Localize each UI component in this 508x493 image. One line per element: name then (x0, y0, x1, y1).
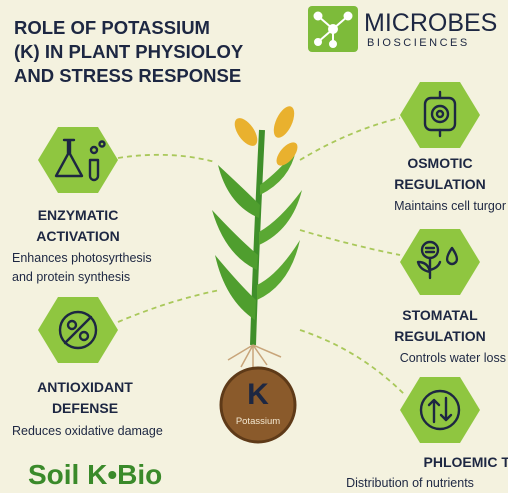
node-description: Controls water loss (400, 351, 506, 365)
node-description: and protein synthesis (12, 270, 130, 284)
connector (300, 230, 400, 255)
node-label: DEFENSE (52, 400, 118, 416)
logo-icon (308, 6, 358, 52)
node-label: REGULATION (394, 176, 486, 192)
connector (118, 155, 215, 162)
logo-subtitle: BIOSCIENCES (367, 37, 470, 49)
connector (300, 330, 405, 395)
title-line: (K) IN PLANT PHYSIOLOY (14, 41, 244, 62)
node-label: PHLOEMIC TRANSPORT (424, 454, 508, 470)
node-label: ENZYMATIC (38, 207, 119, 223)
center-symbol: K (247, 378, 269, 411)
connector (300, 118, 400, 160)
node-label: OSMOTIC (407, 155, 472, 171)
hexagon-phloemic (400, 377, 480, 443)
hexagon-stomatal (400, 229, 480, 295)
node-description: Maintains cell turgor (394, 199, 506, 213)
logo-name: MICROBES (364, 9, 497, 37)
node-label: STOMATAL (402, 307, 478, 323)
title-line: AND STRESS RESPONSE (14, 65, 241, 86)
node-label: ACTIVATION (36, 228, 119, 244)
plant (212, 103, 302, 367)
center-name: Potassium (236, 416, 280, 427)
node-label: REGULATION (394, 328, 486, 344)
infographic: ROLE OF POTASSIUM (K) IN PLANT PHYSIOLOY… (0, 0, 508, 493)
node-description: Distribution of nutrients (346, 476, 474, 490)
hexagon-antioxidant (38, 297, 118, 363)
hexagon-osmotic (400, 82, 480, 148)
connector (118, 290, 220, 322)
title-line: ROLE OF POTASSIUM (14, 17, 210, 38)
footer-brand: Soil K•Bio (28, 459, 162, 490)
node-description: Reduces oxidative damage (12, 424, 163, 438)
hexagon-enzymatic (38, 127, 118, 193)
node-label: ANTIOXIDANT (37, 379, 133, 395)
node-description: Enhances photosyrthesis (12, 251, 152, 265)
